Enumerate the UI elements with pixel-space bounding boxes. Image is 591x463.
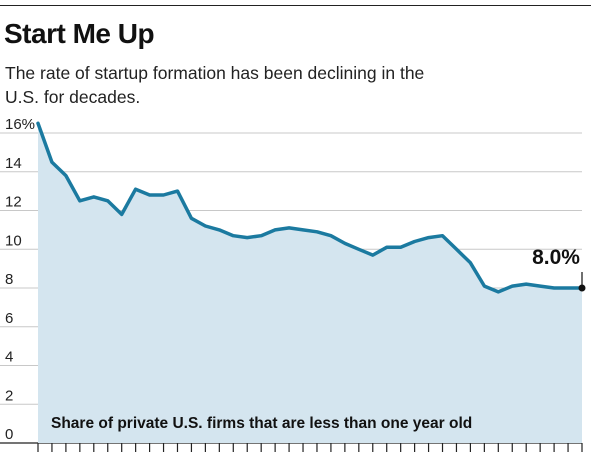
y-tick-label-2: 2 xyxy=(5,387,13,404)
y-tick-label-14: 14 xyxy=(5,155,22,172)
y-axis-tick-labels: 0 2 4 6 8 10 12 14 16% xyxy=(5,116,35,443)
series-area-fill xyxy=(38,123,582,444)
y-tick-label-0: 0 xyxy=(5,426,13,443)
chart-title: Start Me Up xyxy=(4,18,155,49)
y-tick-label-10: 10 xyxy=(5,232,22,249)
chart-annotation: Share of private U.S. firms that are les… xyxy=(51,415,472,432)
end-value-callout: 8.0% xyxy=(532,246,580,269)
y-tick-label-8: 8 xyxy=(5,271,13,288)
top-rule xyxy=(0,5,591,6)
y-tick-label-16: 16% xyxy=(5,116,35,133)
chart-subtitle: The rate of startup formation has been d… xyxy=(5,63,425,107)
y-tick-label-6: 6 xyxy=(5,310,13,327)
y-tick-label-4: 4 xyxy=(5,349,13,366)
end-point-marker xyxy=(578,284,586,292)
series-line xyxy=(36,121,584,294)
y-tick-label-12: 12 xyxy=(5,194,22,211)
x-axis-ticks xyxy=(37,443,583,452)
